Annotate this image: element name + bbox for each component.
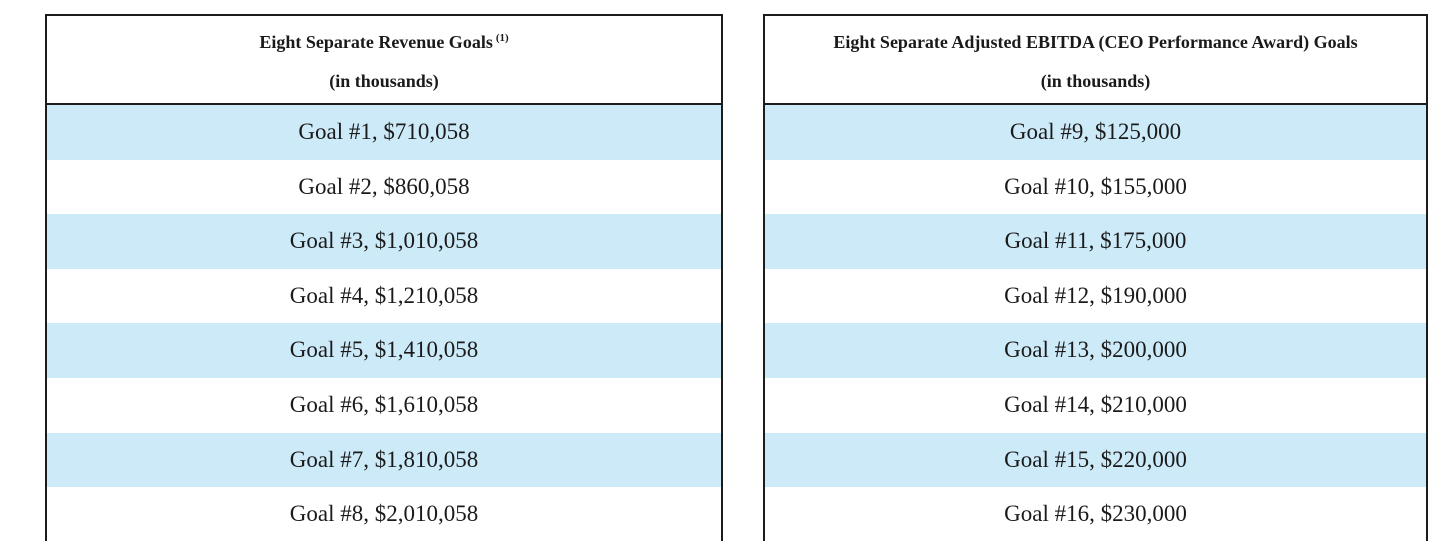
- ebitda-goals-units: (in thousands): [1040, 71, 1151, 91]
- table-row: Goal #6, $1,610,058: [47, 377, 721, 433]
- table-row: Goal #3, $1,010,058: [47, 214, 721, 269]
- revenue-goals-table: Eight Separate Revenue Goals (1) (in thou…: [45, 14, 723, 542]
- table-row: Goal #2, $860,058: [47, 159, 721, 215]
- ebitda-goals-header: Eight Separate Adjusted EBITDA (CEO Perf…: [765, 16, 1426, 105]
- revenue-goals-title: Eight Separate Revenue Goals: [259, 32, 493, 52]
- table-row: Goal #11, $175,000: [765, 214, 1426, 269]
- table-row: Goal #14, $210,000: [765, 377, 1426, 433]
- table-row: Goal #4, $1,210,058: [47, 268, 721, 324]
- table-row: Goal #1, $710,058: [47, 105, 721, 160]
- table-row: Goal #10, $155,000: [765, 159, 1426, 215]
- table-row: Goal #5, $1,410,058: [47, 323, 721, 378]
- table-row: Goal #7, $1,810,058: [47, 432, 721, 488]
- ebitda-goals-title: Eight Separate Adjusted EBITDA (CEO Perf…: [833, 32, 1358, 52]
- table-row: Goal #12, $190,000: [765, 268, 1426, 324]
- revenue-goals-header: Eight Separate Revenue Goals (1) (in thou…: [47, 16, 721, 105]
- table-row: Goal #13, $200,000: [765, 323, 1426, 378]
- revenue-goals-rows: Goal #1, $710,058 Goal #2, $860,058 Goal…: [47, 105, 721, 542]
- table-row: Goal #15, $220,000: [765, 432, 1426, 488]
- revenue-goals-title-line: Eight Separate Revenue Goals (1): [47, 16, 721, 53]
- table-row: Goal #16, $230,000: [765, 487, 1426, 542]
- revenue-goals-units: (in thousands): [329, 71, 439, 91]
- table-row: Goal #9, $125,000: [765, 105, 1426, 160]
- ebitda-goals-table: Eight Separate Adjusted EBITDA (CEO Perf…: [763, 14, 1428, 542]
- ebitda-goals-rows: Goal #9, $125,000 Goal #10, $155,000 Goa…: [765, 105, 1426, 542]
- table-row: Goal #8, $2,010,058: [47, 487, 721, 542]
- footnote-marker: (1): [495, 32, 509, 44]
